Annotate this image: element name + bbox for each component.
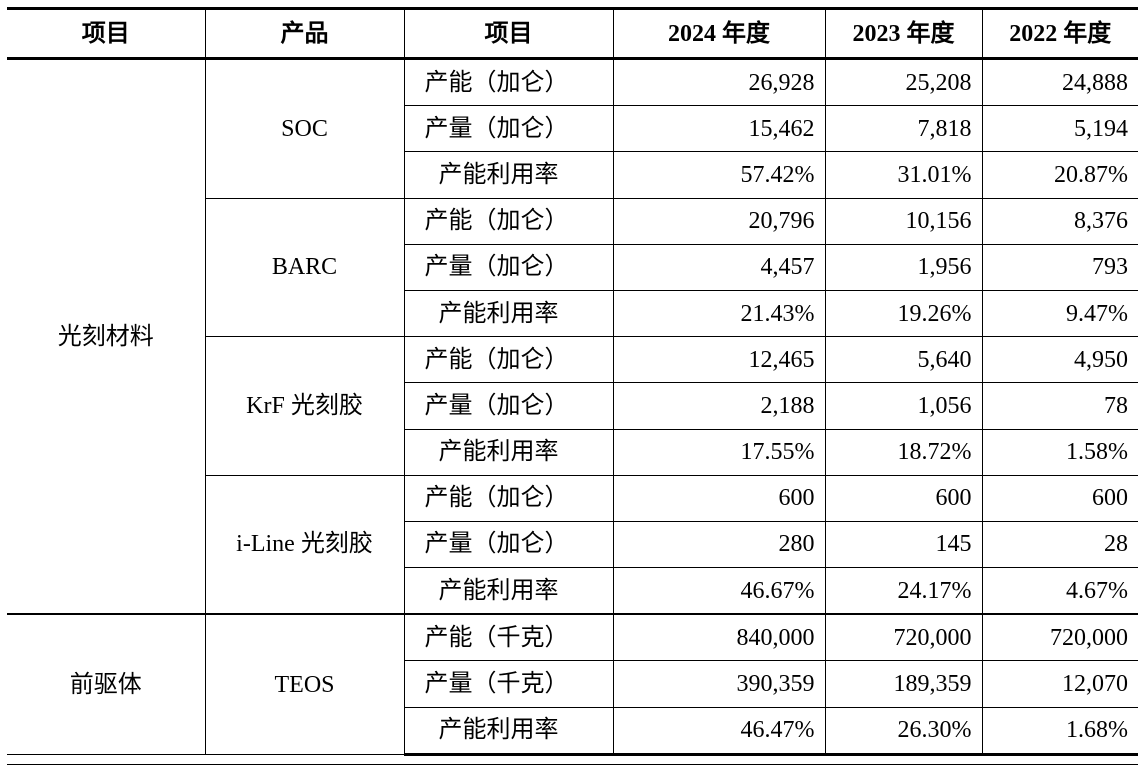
value-2022: 793	[981, 243, 1138, 291]
value-2023: 189,359	[824, 660, 983, 708]
value-2022: 5,194	[981, 105, 1138, 153]
product-cell: BARC	[204, 197, 405, 338]
header-2022: 2022 年度	[981, 7, 1138, 60]
metric-cell: 产能利用率	[403, 289, 614, 338]
value-2024: 20,796	[612, 197, 826, 245]
value-2023: 7,818	[824, 105, 983, 153]
value-2023: 25,208	[824, 57, 983, 107]
header-metric: 项目	[403, 7, 614, 60]
metric-cell: 产能（加仑）	[403, 57, 614, 107]
table-row: 产量（千克） 390,359 189,359 12,070	[7, 660, 1138, 708]
value-2024: 12,465	[612, 336, 826, 384]
metric-cell: 产量（加仑）	[403, 382, 614, 430]
value-2023: 26.30%	[824, 706, 983, 756]
value-2022: 28	[981, 520, 1138, 569]
metric-cell: 产能利用率	[403, 151, 614, 199]
value-2024: 15,462	[612, 105, 826, 153]
value-2024: 600	[612, 474, 826, 522]
table-row: BARC 产能（加仑） 20,796 10,156 8,376	[7, 197, 1138, 338]
table-row: 产量（加仑） 280 145 28	[7, 520, 1138, 569]
metric-cell: 产量（加仑）	[403, 520, 614, 569]
value-2023: 1,056	[824, 382, 983, 430]
value-2022: 720,000	[981, 613, 1138, 662]
header-product: 产品	[204, 7, 405, 60]
metric-cell: 产能利用率	[403, 706, 614, 756]
value-2023: 5,640	[824, 336, 983, 384]
value-2023: 720,000	[824, 613, 983, 662]
value-2024: 46.47%	[612, 706, 826, 756]
capacity-table: 项目 产品 项目 2024 年度 2023 年度 2022 年度 光刻材料 SO…	[7, 7, 1138, 756]
value-2022: 9.47%	[981, 289, 1138, 338]
metric-cell: 产能利用率	[403, 567, 614, 615]
value-2023: 10,156	[824, 197, 983, 245]
table-row: 产量（加仑） 15,462 7,818 5,194	[7, 105, 1138, 153]
category-cell: 前驱体	[7, 613, 206, 755]
product-cell: KrF 光刻胶	[204, 336, 405, 476]
metric-cell: 产量（千克）	[403, 660, 614, 708]
value-2024: 17.55%	[612, 428, 826, 476]
table-row: 前驱体 TEOS 产能（千克） 840,000 720,000 720,000	[7, 613, 1138, 755]
category-cell: 光刻材料	[7, 58, 206, 615]
value-2024: 46.67%	[612, 567, 826, 615]
product-cell: TEOS	[204, 613, 405, 755]
value-2022: 20.87%	[981, 151, 1138, 199]
value-2024: 4,457	[612, 243, 826, 291]
value-2023: 145	[824, 520, 983, 569]
table-row: 产能利用率 46.47% 26.30% 1.68%	[7, 706, 1138, 756]
metric-cell: 产能（加仑）	[403, 197, 614, 245]
table-row: 光刻材料 SOC 产能（加仑） 26,928 25,208 24,888	[7, 57, 1138, 615]
metric-cell: 产能利用率	[403, 428, 614, 476]
value-2023: 31.01%	[824, 151, 983, 199]
value-2022: 4,950	[981, 336, 1138, 384]
metric-cell: 产能（千克）	[403, 613, 614, 662]
value-2022: 1.68%	[981, 706, 1138, 756]
table-row: 产能利用率 57.42% 31.01% 20.87%	[7, 151, 1138, 199]
value-2022: 600	[981, 474, 1138, 522]
metric-cell: 产量（加仑）	[403, 105, 614, 153]
table-bottom-rule	[7, 764, 1138, 765]
table-row: 产能利用率 21.43% 19.26% 9.47%	[7, 289, 1138, 338]
metric-cell: 产能（加仑）	[403, 474, 614, 522]
value-2023: 1,956	[824, 243, 983, 291]
metric-cell: 产能（加仑）	[403, 336, 614, 384]
value-2024: 57.42%	[612, 151, 826, 199]
value-2024: 21.43%	[612, 289, 826, 338]
table-row: 产量（加仑） 2,188 1,056 78	[7, 382, 1138, 430]
value-2022: 78	[981, 382, 1138, 430]
value-2024: 280	[612, 520, 826, 569]
metric-cell: 产量（加仑）	[403, 243, 614, 291]
product-cell: i-Line 光刻胶	[204, 474, 405, 615]
value-2022: 8,376	[981, 197, 1138, 245]
product-cell: SOC	[204, 58, 405, 199]
header-2023: 2023 年度	[824, 7, 983, 60]
table-row: i-Line 光刻胶 产能（加仑） 600 600 600	[7, 474, 1138, 615]
value-2024: 26,928	[612, 57, 826, 107]
value-2023: 18.72%	[824, 428, 983, 476]
value-2023: 24.17%	[824, 567, 983, 615]
value-2022: 12,070	[981, 660, 1138, 708]
value-2024: 840,000	[612, 613, 826, 662]
table-row: KrF 光刻胶 产能（加仑） 12,465 5,640 4,950	[7, 336, 1138, 476]
table-row: 产量（加仑） 4,457 1,956 793	[7, 243, 1138, 291]
table-row: 产能利用率 17.55% 18.72% 1.58%	[7, 428, 1138, 476]
header-row: 项目 产品 项目 2024 年度 2023 年度 2022 年度	[7, 7, 1138, 60]
value-2024: 2,188	[612, 382, 826, 430]
header-category: 项目	[7, 7, 206, 60]
value-2022: 4.67%	[981, 567, 1138, 615]
value-2023: 600	[824, 474, 983, 522]
value-2024: 390,359	[612, 660, 826, 708]
header-2024: 2024 年度	[612, 7, 826, 60]
value-2023: 19.26%	[824, 289, 983, 338]
value-2022: 24,888	[981, 57, 1138, 107]
value-2022: 1.58%	[981, 428, 1138, 476]
